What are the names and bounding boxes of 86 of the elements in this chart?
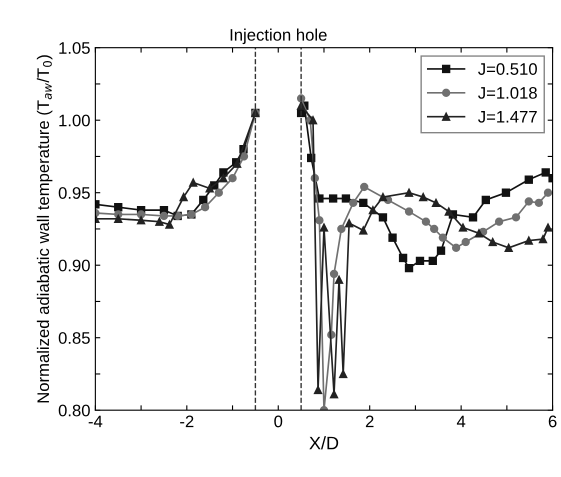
point <box>114 203 122 212</box>
point <box>214 188 223 197</box>
point <box>114 214 122 223</box>
point <box>544 223 552 232</box>
point <box>419 192 428 202</box>
point <box>228 174 237 182</box>
point <box>404 207 414 216</box>
x-tick-label: 2 <box>366 416 374 428</box>
x-tick-label: 4 <box>456 416 466 428</box>
text: Injection hole <box>230 28 327 44</box>
point <box>542 168 550 177</box>
point <box>200 203 210 212</box>
point <box>359 226 368 235</box>
point <box>349 198 358 208</box>
point <box>378 192 388 202</box>
point <box>438 233 448 242</box>
point <box>504 244 513 252</box>
point <box>339 370 348 378</box>
point <box>240 152 248 161</box>
y-tick-label: 0.90 <box>58 260 90 272</box>
point <box>388 233 397 242</box>
point <box>398 254 408 262</box>
point <box>404 264 414 272</box>
x-tick-label: 6 <box>548 416 556 428</box>
point <box>534 198 544 208</box>
x-tick-label: -4 <box>88 416 102 428</box>
point <box>368 206 378 214</box>
point <box>136 216 146 224</box>
point <box>165 220 174 229</box>
point <box>330 270 338 278</box>
point <box>308 116 318 124</box>
point <box>404 188 414 197</box>
point <box>430 224 438 234</box>
point <box>452 244 460 252</box>
point <box>468 213 478 222</box>
point <box>199 196 208 204</box>
point <box>502 188 510 197</box>
point <box>436 246 446 255</box>
y-tick-label: 0.95 <box>58 187 90 199</box>
legend-label: J=1.477 <box>478 111 537 123</box>
point <box>136 210 146 219</box>
point <box>155 218 164 226</box>
point <box>334 276 344 284</box>
point <box>428 256 437 266</box>
y-tick-label: 1.05 <box>59 42 90 54</box>
point <box>160 212 168 220</box>
point <box>337 224 346 234</box>
y-tick-label: 1.00 <box>59 114 90 126</box>
point <box>416 256 424 266</box>
point <box>544 188 552 197</box>
y-axis-title: Normalized adiabatic wall temperature (T$_{aw}$/T$_{0}$) <box>36 55 52 402</box>
point <box>328 194 338 203</box>
point <box>482 196 490 204</box>
point <box>524 197 533 206</box>
legend-label: J=1.018 <box>478 87 537 99</box>
point <box>359 198 368 208</box>
point <box>344 218 354 228</box>
point <box>524 236 533 245</box>
point <box>512 213 520 222</box>
x-tick-label: 0 <box>274 416 282 428</box>
point <box>342 194 350 203</box>
point <box>432 198 440 208</box>
point <box>315 216 324 224</box>
point <box>462 238 470 246</box>
point <box>206 184 214 193</box>
point <box>360 182 368 192</box>
x-tick-label: -2 <box>180 416 194 428</box>
point <box>444 207 453 216</box>
point <box>538 234 548 244</box>
point <box>524 175 533 184</box>
point <box>494 218 504 226</box>
point <box>422 218 430 226</box>
point <box>219 174 228 182</box>
point <box>378 213 388 222</box>
point <box>189 178 198 187</box>
point <box>474 229 484 238</box>
point <box>179 192 188 202</box>
x-axis-title: X/D <box>309 436 338 450</box>
point <box>458 223 468 232</box>
point <box>488 238 497 246</box>
y-tick-label: 0.85 <box>58 332 90 344</box>
point <box>330 390 338 398</box>
point <box>314 386 322 394</box>
y-tick-label: 0.80 <box>58 404 90 416</box>
point <box>320 223 328 232</box>
legend-label: J=0.510 <box>478 63 537 75</box>
